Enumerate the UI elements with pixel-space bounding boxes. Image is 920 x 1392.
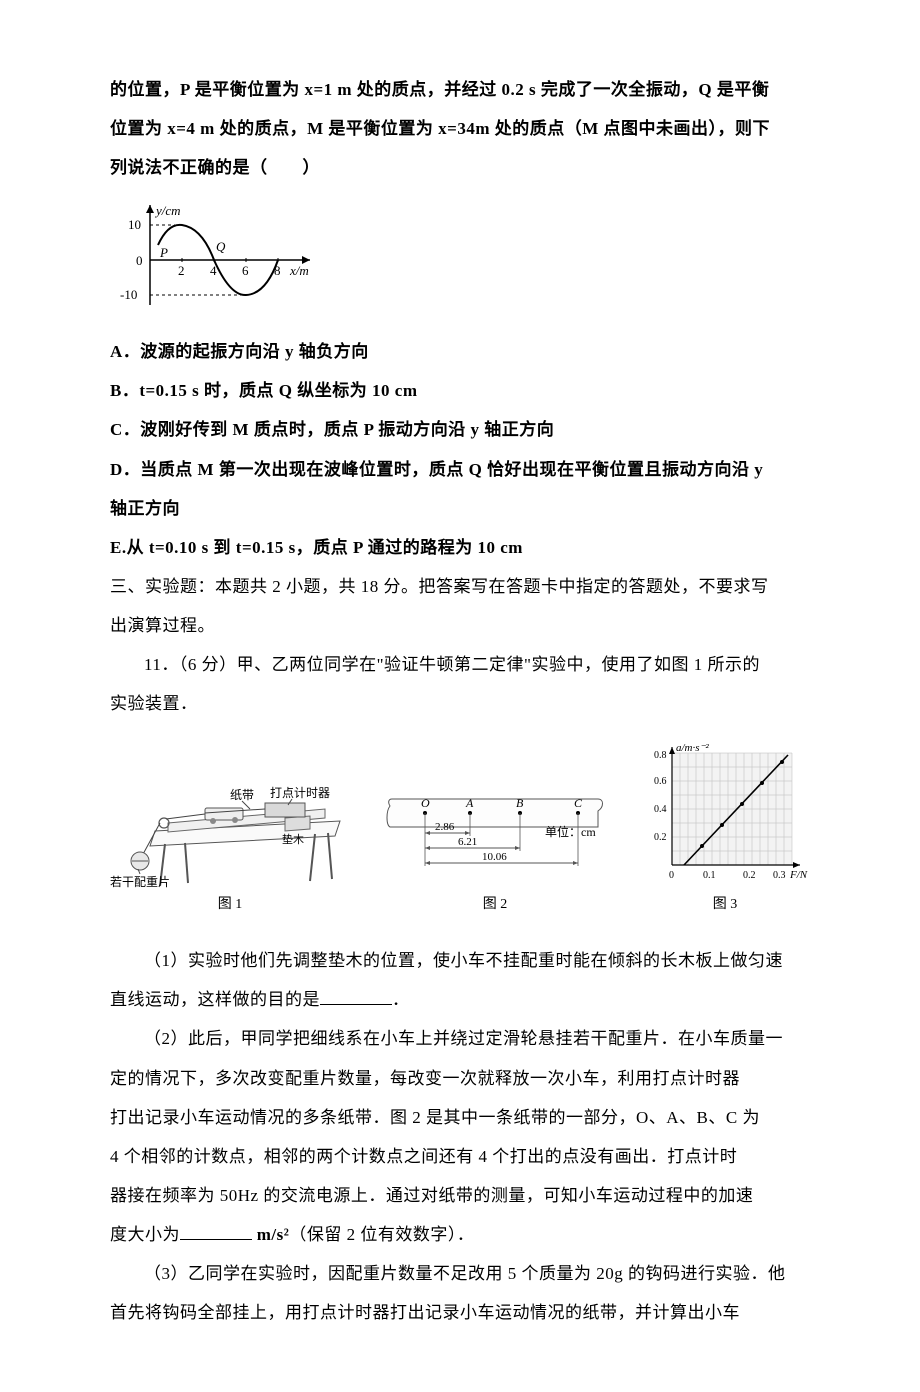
wedge (285, 816, 310, 831)
blank-1[interactable] (320, 988, 392, 1005)
fig2-caption: 图 2 (483, 893, 508, 913)
xtick-4: 4 (210, 263, 217, 278)
block-label: 垫木 (282, 832, 304, 846)
ytick-n10: -10 (120, 287, 137, 302)
sub-p9: 首先将钩码全部挂上，用打点计时器打出记录小车运动情况的纸带，并计算出小车 (110, 1293, 810, 1332)
fig1-caption: 图 1 (218, 893, 243, 913)
fig2-cell: O A B C 2.86 6.21 10.06 单位：cm 图 2 (380, 781, 610, 913)
sub-p4: 打出记录小车运动情况的多条纸带．图 2 是其中一条纸带的一部分，O、A、B、C … (110, 1098, 810, 1137)
tape-outline (387, 799, 603, 827)
sub-p1a: （1）实验时他们先调整垫木的位置，使小车不挂配重时能在倾斜的长木板上做匀速 (110, 941, 810, 980)
ytick-10: 10 (128, 217, 141, 232)
wave-svg: y/cm 10 0 -10 2 4 6 8 x/m P Q (110, 195, 330, 315)
leg-4 (328, 833, 332, 879)
pt2 (720, 823, 724, 827)
ytick-0: 0 (136, 253, 143, 268)
ytk-08: 0.8 (654, 750, 667, 761)
lab-a: A (465, 796, 474, 810)
q11-a: 11．（6 分）甲、乙两位同学在"验证牛顿第二定律"实验中，使用了如图 1 所示… (110, 645, 810, 684)
figure-row: 纸带 打点计时器 垫木 若干配重片 图 1 O A B C (110, 741, 810, 913)
wheel-1 (210, 818, 216, 824)
intro-line-1: 的位置，P 是平衡位置为 x=1 m 处的质点，并经过 0.2 s 完成了一次全… (110, 70, 810, 109)
dim1-ar (465, 831, 470, 835)
sub-p7: 度大小为 m/s²（保留 2 位有效数字）． (110, 1215, 810, 1254)
fig3-ylab: a/m·s⁻² (676, 742, 709, 754)
sub-p2: （2）此后，甲同学把细线系在小车上并绕过定滑轮悬挂若干配重片．在小车质量一 (110, 1019, 810, 1058)
intro-line-2: 位置为 x=4 m 处的质点，M 是平衡位置为 x=34m 处的质点（M 点图中… (110, 109, 810, 148)
sub-p1b: 直线运动，这样做的目的是 ． (110, 980, 810, 1019)
pt3 (740, 802, 744, 806)
ytk-02: 0.2 (654, 832, 667, 843)
sub-p5: 4 个相邻的计数点，相邻的两个计数点之间还有 4 个打出的点没有画出．打点计时 (110, 1137, 810, 1176)
lab-c: C (574, 796, 583, 810)
intro-line-3: 列说法不正确的是（ ） (110, 148, 810, 187)
x-arrow-3 (793, 862, 800, 868)
timer-label: 打点计时器 (270, 786, 330, 800)
xtick-2: 2 (178, 263, 185, 278)
pt5 (780, 760, 784, 764)
fig3-xlab: F/N (789, 869, 808, 881)
q-label: Q (216, 239, 226, 254)
sub-p3: 定的情况下，多次改变配重片数量，每改变一次就释放一次小车，利用打点计时器 (110, 1059, 810, 1098)
fig3-svg: a/m·s⁻² 0.2 0.4 0.6 0.8 0 0.1 0.2 0.3 F/… (640, 741, 810, 891)
option-d-1: D．当质点 M 第一次出现在波峰位置时，质点 Q 恰好出现在平衡位置且振动方向沿… (110, 450, 810, 489)
leg-2 (185, 843, 188, 883)
option-a: A．波源的起振方向沿 y 轴负方向 (110, 332, 810, 371)
sub-p7-pre: 度大小为 (110, 1225, 180, 1244)
xtk-02: 0.2 (743, 870, 756, 881)
sub-p1b-post: ． (392, 990, 410, 1009)
weights-label: 若干配重片 (110, 875, 170, 889)
timer-box (265, 803, 305, 817)
lab-o: O (421, 796, 430, 810)
xtick-8: 8 (274, 263, 281, 278)
xtk-01: 0.1 (703, 870, 716, 881)
lab-b: B (516, 796, 524, 810)
wave-figure: y/cm 10 0 -10 2 4 6 8 x/m P Q (110, 195, 810, 320)
wheel-2 (232, 817, 238, 823)
fig3-cell: a/m·s⁻² 0.2 0.4 0.6 0.8 0 0.1 0.2 0.3 F/… (640, 741, 810, 913)
sub-p1b-pre: 直线运动，这样做的目的是 (110, 990, 320, 1009)
ytk-06: 0.6 (654, 776, 667, 787)
blank-2[interactable] (180, 1223, 252, 1240)
p-label: P (159, 245, 168, 260)
ytk-04: 0.4 (654, 804, 667, 815)
xtick-6: 6 (242, 263, 249, 278)
dim3-al (425, 861, 430, 865)
sub-p8: （3）乙同学在实验时，因配重片数量不足改用 5 个质量为 20g 的钩码进行实验… (110, 1254, 810, 1293)
section3-title-a: 三、实验题：本题共 2 小题，共 18 分。把答案写在答题卡中指定的答题处，不要… (110, 567, 810, 606)
section3-title-b: 出演算过程。 (110, 606, 810, 645)
option-b: B．t=0.15 s 时，质点 Q 纵坐标为 10 cm (110, 371, 810, 410)
y-label: y/cm (154, 203, 181, 218)
fig1-cell: 纸带 打点计时器 垫木 若干配重片 图 1 (110, 761, 350, 913)
sub-p6: 器接在频率为 50Hz 的交流电源上．通过对纸带的测量，可知小车运动过程中的加速 (110, 1176, 810, 1215)
dim3-val: 10.06 (482, 851, 507, 863)
fig2-svg: O A B C 2.86 6.21 10.06 单位：cm (380, 781, 610, 891)
leg-3 (310, 834, 315, 881)
x-label: x/m (289, 263, 309, 278)
pt1 (700, 844, 704, 848)
dim1-al (425, 831, 430, 835)
xtk-0: 0 (669, 870, 674, 881)
y-arrow-3 (669, 747, 675, 754)
option-e: E.从 t=0.10 s 到 t=0.15 s，质点 P 通过的路程为 10 c… (110, 528, 810, 567)
fig3-caption: 图 3 (713, 893, 738, 913)
dim2-ar (515, 846, 520, 850)
sub-p7-post: （保留 2 位有效数字）． (289, 1225, 474, 1244)
string-h (166, 814, 205, 819)
tape-leader (242, 801, 250, 809)
pt4 (760, 781, 764, 785)
unit-label: 单位：cm (545, 824, 596, 839)
tape-label: 纸带 (230, 788, 254, 802)
dim2-al (425, 846, 430, 850)
option-d-2: 轴正方向 (110, 489, 810, 528)
dim3-ar (573, 861, 578, 865)
q11-b: 实验装置． (110, 684, 810, 723)
sub-p7-unit: m/s² (252, 1225, 289, 1244)
dim2-val: 6.21 (458, 836, 477, 848)
y-arrow (146, 205, 154, 213)
option-c: C．波刚好传到 M 质点时，质点 P 振动方向沿 y 轴正方向 (110, 410, 810, 449)
xtk-03: 0.3 (773, 870, 786, 881)
fig1-svg: 纸带 打点计时器 垫木 若干配重片 (110, 761, 350, 891)
dim1-val: 2.86 (435, 821, 455, 833)
